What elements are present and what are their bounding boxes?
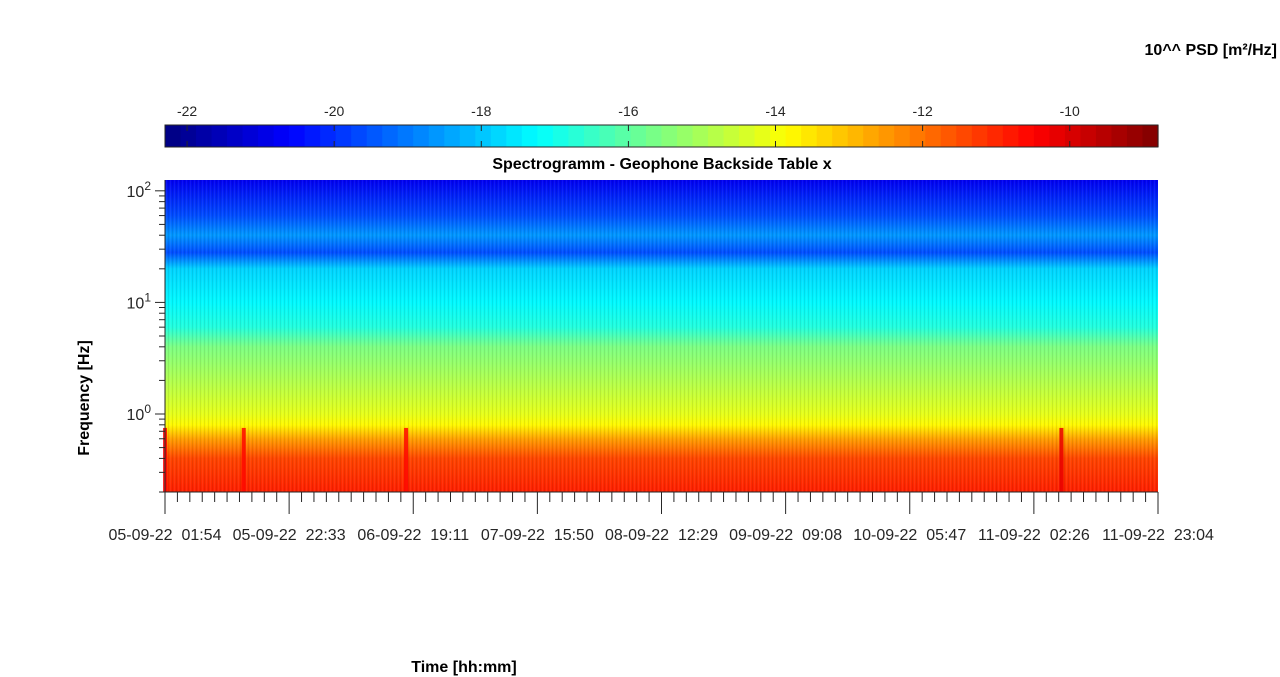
colorbar-cell	[490, 125, 507, 147]
colorbar-cell	[909, 125, 926, 147]
colorbar-cells	[165, 125, 1159, 147]
event-streak	[404, 427, 409, 492]
colorbar-cell	[614, 125, 632, 147]
colorbar-ticks: -22 -20 -18 -16 -14 -12 -10	[177, 103, 1080, 147]
heatmap-texture	[165, 180, 1158, 492]
colorbar-cell	[351, 125, 368, 147]
colorbar-cell	[273, 125, 290, 147]
colorbar-cell	[1033, 125, 1050, 147]
colorbar-cell	[289, 125, 306, 147]
colorbar-cell	[413, 125, 430, 147]
colorbar-cell	[1142, 125, 1159, 147]
x-tick-label: 05-09-22 22:33	[233, 527, 346, 544]
colorbar-frame	[164, 124, 1159, 148]
plot-area: 100 101 102 05-09-22 01:54 05-09-22 22:33 06…	[109, 179, 1214, 544]
y-tick-label: 100	[127, 402, 152, 424]
colorbar-label: 10^^ PSD [m²/Hz]	[1145, 42, 1277, 59]
colorbar-cell	[1049, 125, 1066, 147]
event-streak	[1059, 427, 1064, 492]
colorbar-cell	[940, 125, 957, 147]
colorbar-cell	[878, 125, 895, 147]
x-axis-ticks: 05-09-22 01:54 05-09-22 22:33 06-09-22 19:…	[109, 492, 1214, 544]
x-tick-label: 06-09-22 19:11	[357, 527, 469, 544]
y-tick-label: 101	[127, 290, 152, 312]
colorbar-cell	[971, 125, 988, 147]
colorbar-cell	[397, 125, 414, 147]
x-axis-label: Time [hh:mm]	[411, 659, 516, 676]
colorbar-cell	[801, 125, 818, 147]
colorbar-cell	[180, 125, 197, 147]
colorbar-cell	[1126, 125, 1144, 147]
colorbar-cell	[987, 125, 1004, 147]
colorbar-cell	[925, 125, 942, 147]
colorbar-cell	[816, 125, 833, 147]
colorbar-cell	[335, 125, 352, 147]
x-tick-label: 10-09-22 05:47	[853, 527, 966, 544]
colorbar-cell	[863, 125, 880, 147]
colorbar-cell	[568, 125, 585, 147]
y-tick-label: 102	[127, 179, 152, 201]
colorbar-cell	[1080, 125, 1097, 147]
colorbar-tick-label: -10	[1060, 103, 1080, 119]
colorbar-cell	[1095, 125, 1113, 147]
colorbar-cell	[382, 125, 399, 147]
colorbar-cell	[661, 125, 678, 147]
colorbar-cell	[366, 125, 383, 147]
colorbar-cell	[1018, 125, 1035, 147]
colorbar-cell	[708, 125, 725, 147]
y-axis-label: Frequency [Hz]	[76, 340, 93, 456]
colorbar-tick-label: -22	[177, 103, 197, 119]
colorbar-cell	[444, 125, 461, 147]
colorbar-cell	[1111, 125, 1128, 147]
colorbar-cell	[739, 125, 756, 147]
colorbar-cell	[847, 125, 864, 147]
colorbar-cell	[459, 125, 476, 147]
colorbar-cell	[304, 125, 321, 147]
colorbar-cell	[785, 125, 802, 147]
colorbar-cell	[1064, 125, 1082, 147]
colorbar-cell	[537, 125, 554, 147]
colorbar-cell	[677, 125, 694, 147]
colorbar-cell	[428, 125, 445, 147]
colorbar-cell	[475, 125, 492, 147]
colorbar-cell	[599, 125, 616, 147]
colorbar-cell	[165, 125, 182, 147]
colorbar-cell	[258, 125, 275, 147]
chart-title: Spectrogramm - Geophone Backside Table x	[492, 156, 831, 173]
colorbar: -22 -20 -18 -16 -14 -12 -10	[164, 103, 1159, 148]
colorbar-cell	[894, 125, 911, 147]
colorbar-cell	[645, 125, 663, 147]
colorbar-cell	[320, 125, 337, 147]
x-tick-label: 11-09-22 23:04	[1102, 527, 1214, 544]
colorbar-tick-label: -18	[471, 103, 491, 119]
x-tick-label: 05-09-22 01:54	[109, 527, 222, 544]
x-tick-label: 08-09-22 12:29	[605, 527, 718, 544]
colorbar-cell	[552, 125, 570, 147]
colorbar-cell	[692, 125, 709, 147]
colorbar-tick-label: -20	[324, 103, 344, 119]
colorbar-cell	[723, 125, 740, 147]
colorbar-cell	[521, 125, 538, 147]
colorbar-cell	[196, 125, 213, 147]
colorbar-cell	[242, 125, 259, 147]
colorbar-cell	[227, 125, 244, 147]
y-axis-ticks: 100 101 102	[127, 179, 165, 493]
x-tick-label: 07-09-22 15:50	[481, 527, 594, 544]
x-tick-label: 11-09-22 02:26	[978, 527, 1090, 544]
colorbar-cell	[770, 125, 787, 147]
colorbar-cell	[754, 125, 771, 147]
colorbar-cell	[956, 125, 973, 147]
colorbar-cell	[583, 125, 601, 147]
colorbar-cell	[832, 125, 849, 147]
colorbar-cell	[630, 125, 647, 147]
event-streak	[241, 427, 246, 492]
x-tick-label: 09-09-22 09:08	[729, 527, 842, 544]
colorbar-cell	[506, 125, 523, 147]
colorbar-tick-label: -16	[618, 103, 638, 119]
colorbar-tick-label: -14	[765, 103, 785, 119]
colorbar-tick-label: -12	[913, 103, 933, 119]
colorbar-cell	[211, 125, 228, 147]
colorbar-cell	[1002, 125, 1019, 147]
